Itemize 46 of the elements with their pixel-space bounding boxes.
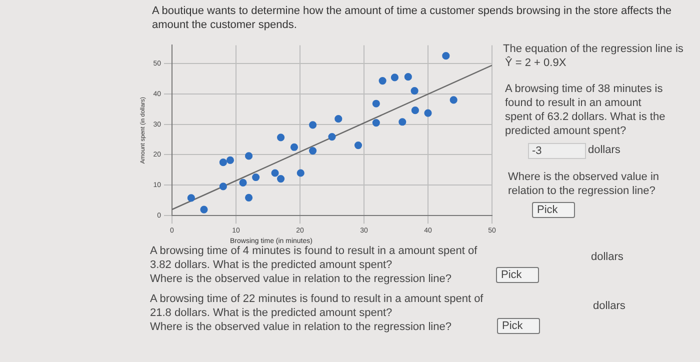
text: dollars <box>588 143 622 157</box>
text: -3 <box>528 143 586 159</box>
point <box>308 146 317 155</box>
point <box>328 132 336 141</box>
point <box>398 118 406 126</box>
point <box>378 77 386 85</box>
text: A browsing time of 22 minutes is found to result in a amount spent of 21.8 dollars. What is the predicted amount spent? <box>150 292 484 320</box>
text: Where is the observed value in relation to the regression line? <box>508 170 660 198</box>
point <box>334 115 342 123</box>
text: The equation of the regression line is <box>503 42 684 56</box>
text: Pick <box>496 267 539 283</box>
point <box>244 194 253 202</box>
text: Where is the observed value in relation to the regression line? <box>150 272 452 286</box>
point <box>187 194 195 202</box>
text: Ŷ = 2 + 0.9X <box>505 56 568 70</box>
chart-title: A boutique wants to determine how the amount of time a customer spends browsing in the store affects the amount the customer spends. <box>152 4 673 32</box>
point <box>276 134 285 142</box>
point <box>411 106 419 114</box>
point <box>390 74 399 82</box>
point <box>244 152 253 160</box>
point <box>219 182 227 190</box>
point <box>271 169 279 177</box>
point <box>442 52 450 60</box>
point <box>276 174 285 183</box>
text: dollars <box>593 299 626 313</box>
text: A browsing time of 38 minutes is found to result in an amount spent of 63.2 dollars. What is the predicted amount spent? <box>505 82 666 138</box>
point <box>308 121 317 129</box>
text: Pick <box>532 202 575 218</box>
text: Where is the observed value in relation to the regression line? <box>150 320 452 334</box>
point <box>239 178 247 187</box>
text: dollars <box>591 250 624 264</box>
point <box>450 96 458 104</box>
point <box>404 73 412 81</box>
point <box>410 87 418 95</box>
point <box>372 100 380 108</box>
text: Pick <box>497 318 540 334</box>
point <box>200 206 208 214</box>
point <box>354 142 362 150</box>
point <box>226 156 234 164</box>
point <box>252 173 260 182</box>
text: A browsing time of 4 minutes is found to result in a amount spent of 3.82 dollars. What is the predicted amount spent? <box>150 244 478 272</box>
point <box>219 158 227 166</box>
point <box>296 169 304 177</box>
point <box>424 109 432 117</box>
point <box>290 143 298 151</box>
point <box>372 118 380 127</box>
